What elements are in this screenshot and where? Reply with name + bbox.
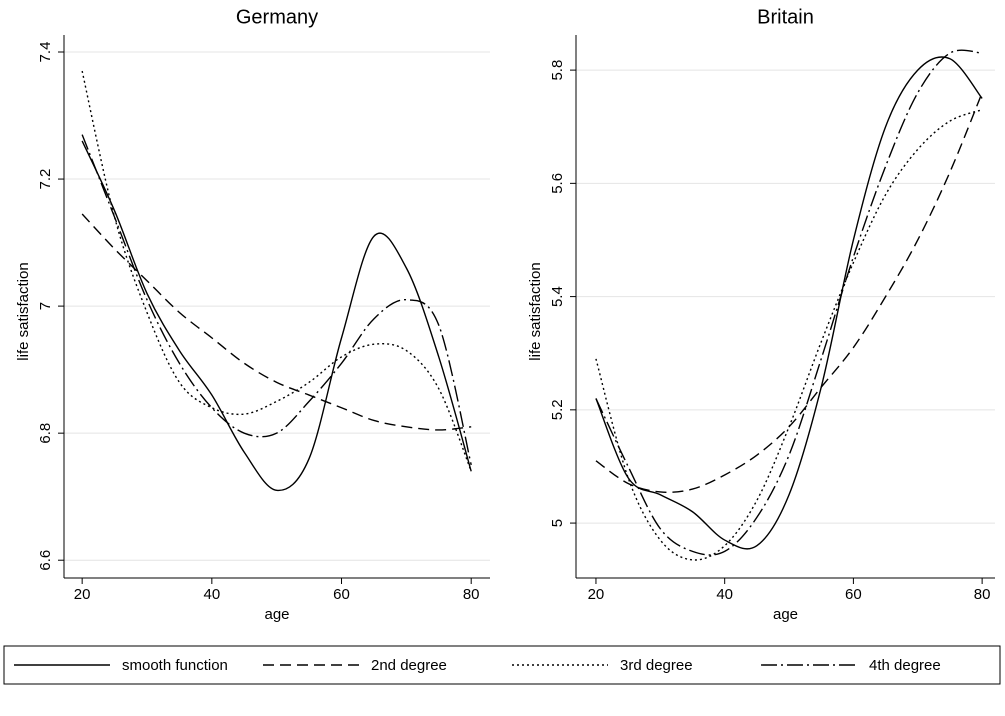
y-axis-label: life satisfaction (15, 262, 32, 360)
x-tick-label: 80 (463, 586, 480, 603)
y-tick-label: 5.2 (549, 399, 566, 420)
legend-label: 3rd degree (620, 657, 693, 674)
series-line (81, 70, 472, 472)
y-tick-label: 5.4 (549, 286, 566, 307)
x-tick-label: 60 (333, 586, 350, 603)
series-line (595, 56, 983, 550)
series-line (595, 49, 983, 556)
x-tick-label: 20 (588, 586, 605, 603)
chart-title: Britain (757, 6, 814, 28)
series-line (81, 213, 472, 431)
x-tick-label: 60 (845, 586, 862, 603)
y-tick-label: 7 (37, 302, 54, 310)
legend-label: smooth function (122, 657, 228, 674)
y-tick-label: 5 (549, 519, 566, 527)
legend-label: 2nd degree (371, 657, 447, 674)
series-line (595, 109, 983, 561)
series-line (595, 92, 983, 493)
x-tick-label: 80 (974, 586, 991, 603)
series-line (81, 140, 472, 492)
x-tick-label: 20 (74, 586, 91, 603)
series-line (81, 134, 472, 466)
y-tick-label: 7.2 (37, 169, 54, 190)
y-tick-label: 6.8 (37, 423, 54, 444)
x-tick-label: 40 (716, 586, 733, 603)
y-tick-label: 5.8 (549, 60, 566, 81)
y-tick-label: 7.4 (37, 42, 54, 63)
y-axis-label: life satisfaction (527, 262, 544, 360)
x-tick-label: 40 (203, 586, 220, 603)
y-tick-label: 6.6 (37, 550, 54, 571)
legend-box (3, 645, 1001, 685)
legend-label: 4th degree (869, 657, 941, 674)
chart-title: Germany (236, 6, 318, 28)
x-axis-label: age (773, 606, 798, 623)
y-tick-label: 5.6 (549, 173, 566, 194)
x-axis-label: age (264, 606, 289, 623)
